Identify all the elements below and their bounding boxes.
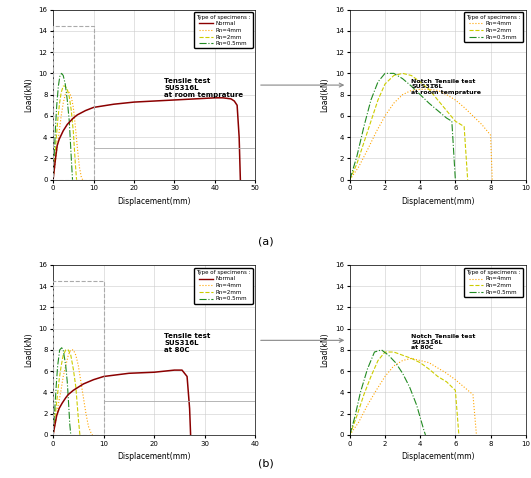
Y-axis label: Load(kN): Load(kN) <box>321 77 330 112</box>
X-axis label: Displacement(mm): Displacement(mm) <box>117 197 191 206</box>
Text: Tensile test
SUS316L
at 80C: Tensile test SUS316L at 80C <box>164 333 211 353</box>
Legend: Rn=4mm, Rn=2mm, Rn=0.5mm: Rn=4mm, Rn=2mm, Rn=0.5mm <box>464 268 523 297</box>
Y-axis label: Load(kN): Load(kN) <box>321 333 330 367</box>
Text: Tensile test
SUS316L
at room temprature: Tensile test SUS316L at room temprature <box>164 77 243 98</box>
Text: (b): (b) <box>258 459 273 469</box>
Legend: Normal, Rn=4mm, Rn=2mm, Rn=0.5mm: Normal, Rn=4mm, Rn=2mm, Rn=0.5mm <box>194 268 253 304</box>
Text: Notch_Tensile test
SUS316L
at 80C: Notch_Tensile test SUS316L at 80C <box>412 333 476 350</box>
Bar <box>53 281 104 435</box>
Text: (a): (a) <box>258 237 273 247</box>
X-axis label: Displacement(mm): Displacement(mm) <box>117 452 191 461</box>
Y-axis label: Load(kN): Load(kN) <box>24 333 33 367</box>
X-axis label: Displacement(mm): Displacement(mm) <box>401 197 475 206</box>
Bar <box>53 25 93 180</box>
Legend: Rn=4mm, Rn=2mm, Rn=0.5mm: Rn=4mm, Rn=2mm, Rn=0.5mm <box>464 12 523 42</box>
X-axis label: Displacement(mm): Displacement(mm) <box>401 452 475 461</box>
Text: Notch_Tensile test
SUS316L
at room temprature: Notch_Tensile test SUS316L at room tempr… <box>412 77 482 95</box>
Legend: Normal, Rn=4mm, Rn=2mm, Rn=0.5mm: Normal, Rn=4mm, Rn=2mm, Rn=0.5mm <box>194 12 253 48</box>
Y-axis label: Load(kN): Load(kN) <box>24 77 33 112</box>
